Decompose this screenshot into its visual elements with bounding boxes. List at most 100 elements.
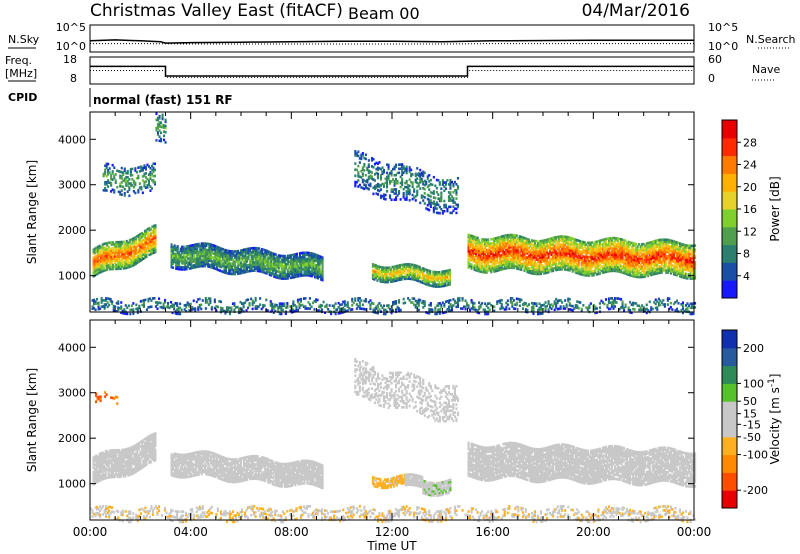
heatmap-cell bbox=[367, 163, 370, 166]
heatmap-cell bbox=[218, 269, 221, 272]
heatmap-cell bbox=[283, 277, 286, 280]
heatmap-cell bbox=[396, 270, 399, 274]
heatmap-cell bbox=[137, 240, 140, 243]
heatmap-cell bbox=[481, 244, 484, 247]
heatmap-cell bbox=[475, 252, 478, 256]
heatmap-cell bbox=[237, 256, 240, 259]
heatmap-cell bbox=[476, 251, 479, 254]
heatmap-cell bbox=[478, 261, 481, 265]
heatmap-cell bbox=[307, 268, 310, 271]
heatmap-cell bbox=[411, 173, 414, 176]
heatmap-cell bbox=[131, 260, 134, 263]
heatmap-cell bbox=[98, 246, 101, 250]
heatmap-cell bbox=[238, 251, 241, 255]
heatmap-cell bbox=[441, 276, 444, 280]
heatmap-cell bbox=[414, 274, 417, 277]
heatmap-cell bbox=[106, 268, 109, 272]
heatmap-cell bbox=[154, 234, 157, 237]
heatmap-cell bbox=[320, 276, 323, 279]
heatmap-cell bbox=[106, 250, 109, 253]
heatmap-cell bbox=[301, 259, 304, 263]
heatmap-cell bbox=[163, 138, 166, 142]
heatmap-cell bbox=[212, 252, 215, 256]
heatmap-cell bbox=[399, 272, 402, 275]
heatmap-cell bbox=[142, 234, 145, 238]
heatmap-cell bbox=[467, 247, 470, 251]
heatmap-cell bbox=[261, 258, 264, 261]
heatmap-cell bbox=[481, 252, 484, 255]
heatmap-cell bbox=[487, 260, 490, 264]
heatmap-cell bbox=[490, 238, 493, 241]
heatmap-cell bbox=[211, 256, 214, 259]
heatmap-cell bbox=[173, 260, 176, 264]
heatmap-cell bbox=[383, 280, 386, 284]
heatmap-cell bbox=[426, 277, 429, 280]
heatmap-cell bbox=[179, 259, 182, 263]
heatmap-cell bbox=[436, 271, 439, 274]
heatmap-cell bbox=[317, 266, 320, 270]
heatmap-cell bbox=[444, 269, 447, 273]
heatmap-cell bbox=[188, 250, 191, 254]
heatmap-cell bbox=[94, 251, 97, 255]
heatmap-cell bbox=[125, 264, 128, 267]
heatmap-cell bbox=[285, 262, 288, 266]
heatmap-cell bbox=[301, 268, 304, 271]
heatmap-cell bbox=[244, 248, 247, 251]
heatmap-cell bbox=[306, 272, 309, 275]
heatmap-cell bbox=[303, 261, 306, 265]
heatmap-cell bbox=[160, 121, 163, 124]
heatmap-cell bbox=[485, 240, 488, 244]
heatmap-cell bbox=[244, 262, 247, 266]
heatmap-cell bbox=[133, 251, 136, 254]
heatmap-cell bbox=[149, 232, 152, 235]
heatmap-cell bbox=[469, 254, 472, 258]
heatmap-cell bbox=[176, 261, 179, 265]
heatmap-cell bbox=[128, 251, 131, 254]
heatmap-cell bbox=[224, 251, 227, 254]
heatmap-cell bbox=[411, 271, 414, 275]
heatmap-cell bbox=[315, 270, 318, 273]
heatmap-cell bbox=[113, 255, 116, 258]
heatmap-cell bbox=[247, 253, 250, 257]
heatmap-cell bbox=[232, 252, 235, 255]
heatmap-cell bbox=[396, 179, 399, 183]
heatmap-cell bbox=[317, 258, 320, 262]
heatmap-cell bbox=[415, 266, 418, 270]
heatmap-cell bbox=[394, 275, 397, 278]
heatmap-cell bbox=[111, 300, 114, 303]
heatmap-cell bbox=[181, 255, 184, 259]
heatmap-cell bbox=[132, 185, 135, 189]
heatmap-cell bbox=[403, 271, 406, 275]
heatmap-cell bbox=[311, 264, 314, 268]
heatmap-cell bbox=[271, 270, 274, 274]
heatmap-cell bbox=[421, 275, 424, 278]
heatmap-cell bbox=[241, 253, 244, 256]
heatmap-cell bbox=[179, 253, 182, 257]
heatmap-cell bbox=[234, 270, 237, 274]
heatmap-cell bbox=[312, 254, 315, 258]
heatmap-cell bbox=[447, 273, 450, 276]
heatmap-cell bbox=[124, 248, 127, 251]
heatmap-cell bbox=[140, 240, 143, 243]
heatmap-cell bbox=[140, 258, 143, 262]
heatmap-cell bbox=[253, 265, 256, 268]
heatmap-cell bbox=[412, 267, 415, 271]
heatmap-cell bbox=[274, 263, 277, 267]
heatmap-cell bbox=[182, 251, 185, 255]
heatmap-cell bbox=[298, 268, 301, 271]
heatmap-cell bbox=[408, 275, 411, 278]
heatmap-cell bbox=[164, 124, 167, 128]
heatmap-cell bbox=[270, 261, 273, 265]
heatmap-cell bbox=[175, 265, 178, 268]
heatmap-cell bbox=[390, 270, 393, 273]
heatmap-cell bbox=[473, 241, 476, 245]
heatmap-cell bbox=[297, 266, 300, 270]
heatmap-cell bbox=[191, 260, 194, 263]
heatmap-cell bbox=[142, 257, 145, 260]
heatmap-cell bbox=[140, 231, 143, 235]
heatmap-cell bbox=[209, 249, 212, 253]
heatmap-cell bbox=[426, 271, 429, 274]
heatmap-cell bbox=[435, 207, 438, 210]
heatmap-cell bbox=[240, 271, 243, 275]
noise-panel: N.Sky 10^5 10^0 10^5 10^0 N.Search bbox=[8, 21, 796, 53]
